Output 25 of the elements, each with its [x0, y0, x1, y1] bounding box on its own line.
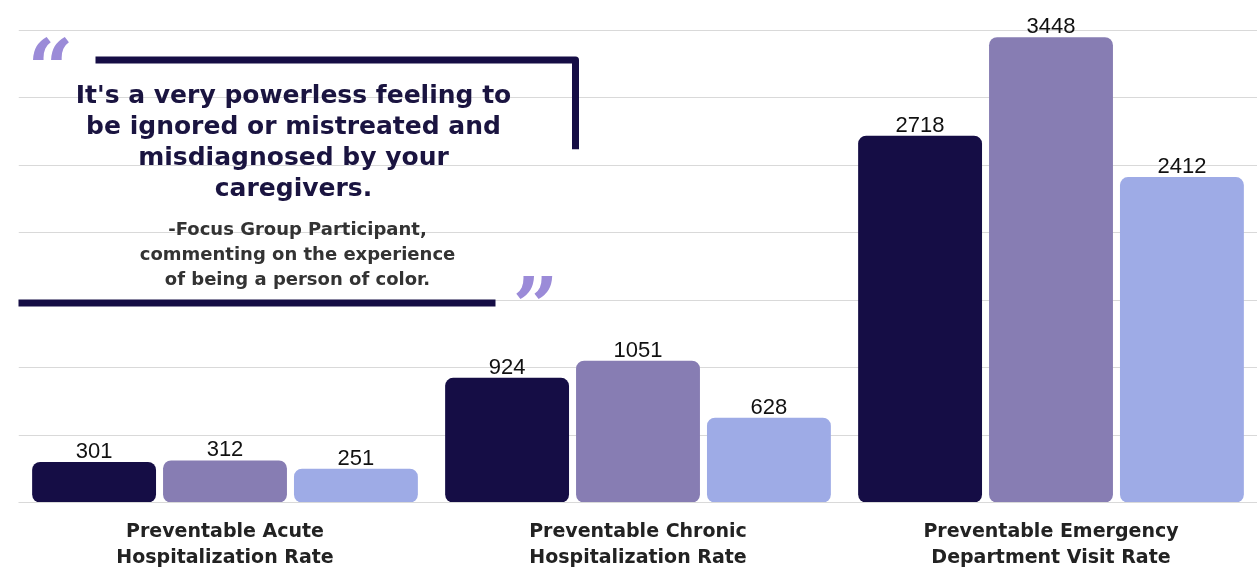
data-label: 301 [75, 437, 113, 463]
data-label: 924 [488, 353, 526, 379]
data-label: 2412 [1157, 153, 1207, 179]
bar [163, 460, 287, 503]
annotation: “ [27, 22, 74, 117]
x-tick-label: Preventable Emergency Department Visit Rate [923, 518, 1180, 567]
data-label: 1051 [613, 336, 663, 362]
x-tick-label: Preventable Chronic Hospitalization Rate [529, 518, 747, 567]
bar [445, 377, 570, 503]
data-label: 3448 [1026, 13, 1076, 39]
bar [32, 461, 157, 503]
bar [706, 417, 831, 503]
annotation: ” [512, 260, 559, 355]
bar [576, 360, 700, 503]
annotation: It's a very powerless feeling to be ignored or mistreated and misdiagnosed by your caregivers. [75, 80, 512, 202]
bar [1119, 177, 1244, 503]
x-tick-label: Preventable Acute Hospitalization Rate [116, 518, 334, 567]
data-label: 251 [337, 444, 375, 470]
bar [989, 37, 1113, 503]
annotation: -Focus Group Participant, commenting on the experience of being a person of color. [139, 218, 456, 289]
bar [293, 468, 418, 503]
data-label: 2718 [895, 111, 945, 137]
data-label: 312 [206, 436, 244, 462]
data-label: 628 [750, 393, 788, 419]
bar [858, 135, 983, 503]
